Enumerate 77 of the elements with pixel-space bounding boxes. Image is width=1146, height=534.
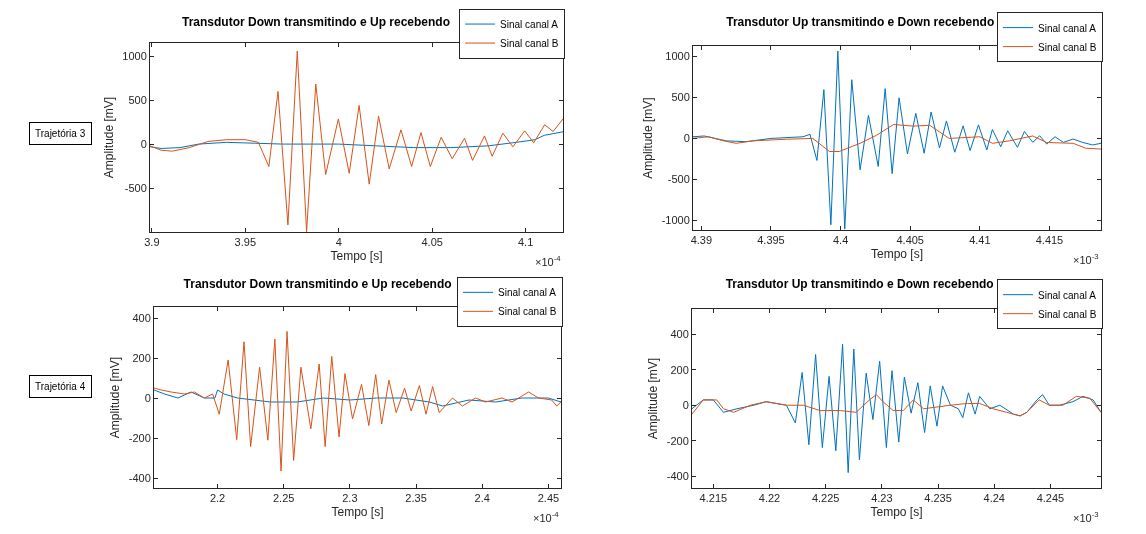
- x-tick-label: 3.9: [144, 236, 160, 249]
- y-tick-label: -200: [666, 434, 689, 447]
- y-tick-label: 0: [140, 137, 147, 150]
- chart-title: Transdutor Up transmitindo e Down recebendo: [725, 277, 994, 291]
- line-series: [150, 50, 563, 232]
- legend-label: Sinal canal A: [500, 18, 559, 30]
- chart-title: Transdutor Up transmitindo e Down recebendo: [726, 15, 995, 29]
- legend-label: Sinal canal B: [498, 306, 557, 318]
- line-series: [693, 50, 1101, 230]
- x-tick-label: 2.45: [537, 492, 560, 505]
- y-axis-title: Amplitude [mV]: [640, 97, 655, 179]
- x-tick-label: 4.405: [896, 234, 924, 247]
- y-tick-label: 500: [128, 93, 147, 106]
- x-tick-label: 4.05: [421, 236, 443, 249]
- x-tick-label: 4.39: [690, 234, 713, 247]
- y-axis-title: Amplitude [mV]: [101, 96, 116, 179]
- x-axis-title: Tempo [s]: [870, 247, 924, 262]
- y-tick-label: -200: [128, 431, 151, 444]
- x-tick-label: 4.41: [969, 234, 991, 247]
- y-tick-label: -1000: [661, 214, 690, 227]
- text: ×10$^{-3}$: [1073, 252, 1099, 266]
- legend-label: Sinal canal B: [1038, 308, 1097, 320]
- y-tick-label: -400: [666, 469, 689, 482]
- x-tick-label: 4.395: [757, 234, 785, 247]
- x-tick-label: 3.95: [234, 236, 257, 249]
- y-tick-label: -500: [667, 173, 690, 186]
- line-series: [154, 330, 561, 472]
- x-tick-label: 2.2: [209, 492, 226, 505]
- y-axis-title: Amplitude [mV]: [108, 356, 123, 439]
- line-series: [693, 124, 1101, 152]
- legend-label: Sinal canal A: [1038, 289, 1097, 301]
- line-series: [692, 343, 1101, 474]
- legend-label: Sinal canal A: [1038, 22, 1097, 34]
- text: ×10$^{-4}$: [533, 510, 560, 524]
- x-axis-title: Tempo [s]: [331, 505, 384, 520]
- y-tick-label: 200: [132, 351, 151, 364]
- x-tick-label: 4.215: [699, 492, 728, 505]
- y-tick-label: 1000: [122, 50, 147, 63]
- x-tick-label: 4.235: [924, 492, 952, 505]
- y-tick-label: -500: [124, 181, 147, 194]
- y-tick-label: 0: [683, 132, 690, 145]
- y-tick-label: 0: [682, 399, 689, 412]
- y-tick-label: 400: [132, 311, 151, 324]
- x-tick-label: 2.3: [342, 492, 358, 505]
- chart-title: Transdutor Down transmitindo e Up recebendo: [183, 277, 452, 291]
- legend-label: Sinal canal B: [1038, 41, 1097, 53]
- x-tick-label: 4.1: [517, 236, 534, 249]
- x-tick-label: 4.23: [871, 492, 893, 505]
- legend-label: Sinal canal A: [498, 287, 557, 299]
- y-tick-label: 1000: [665, 50, 690, 63]
- x-tick-label: 4.22: [758, 492, 781, 505]
- legend-label: Sinal canal B: [500, 37, 559, 49]
- x-axis-title: Tempo [s]: [330, 249, 383, 264]
- x-tick-label: 4.4: [832, 234, 849, 247]
- y-tick-label: 200: [670, 363, 689, 376]
- text: Trajetória 3: [35, 128, 86, 139]
- x-tick-label: 2.35: [405, 492, 427, 505]
- y-tick-label: 0: [144, 391, 151, 404]
- x-tick-label: 4.24: [983, 492, 1005, 505]
- text: ×10$^{-4}$: [535, 254, 562, 268]
- line-series: [692, 394, 1101, 417]
- y-tick-label: -400: [128, 471, 151, 484]
- chart-title: Transdutor Down transmitindo e Up recebendo: [181, 15, 451, 29]
- x-axis-title: Tempo [s]: [870, 505, 923, 520]
- x-tick-label: 4.415: [1035, 234, 1064, 247]
- y-tick-label: 500: [671, 91, 690, 104]
- text: ×10$^{-3}$: [1073, 510, 1099, 524]
- line-series: [154, 389, 561, 407]
- y-axis-title: Amplitude [mV]: [646, 357, 661, 440]
- x-tick-label: 4.245: [1036, 492, 1065, 505]
- x-tick-label: 2.25: [273, 492, 295, 505]
- x-tick-label: 4.225: [811, 492, 840, 505]
- x-tick-label: 2.4: [474, 492, 490, 505]
- line-series: [150, 131, 563, 149]
- text: Trajetória 4: [35, 381, 86, 392]
- y-tick-label: 400: [670, 328, 689, 341]
- x-tick-label: 4: [335, 236, 342, 249]
